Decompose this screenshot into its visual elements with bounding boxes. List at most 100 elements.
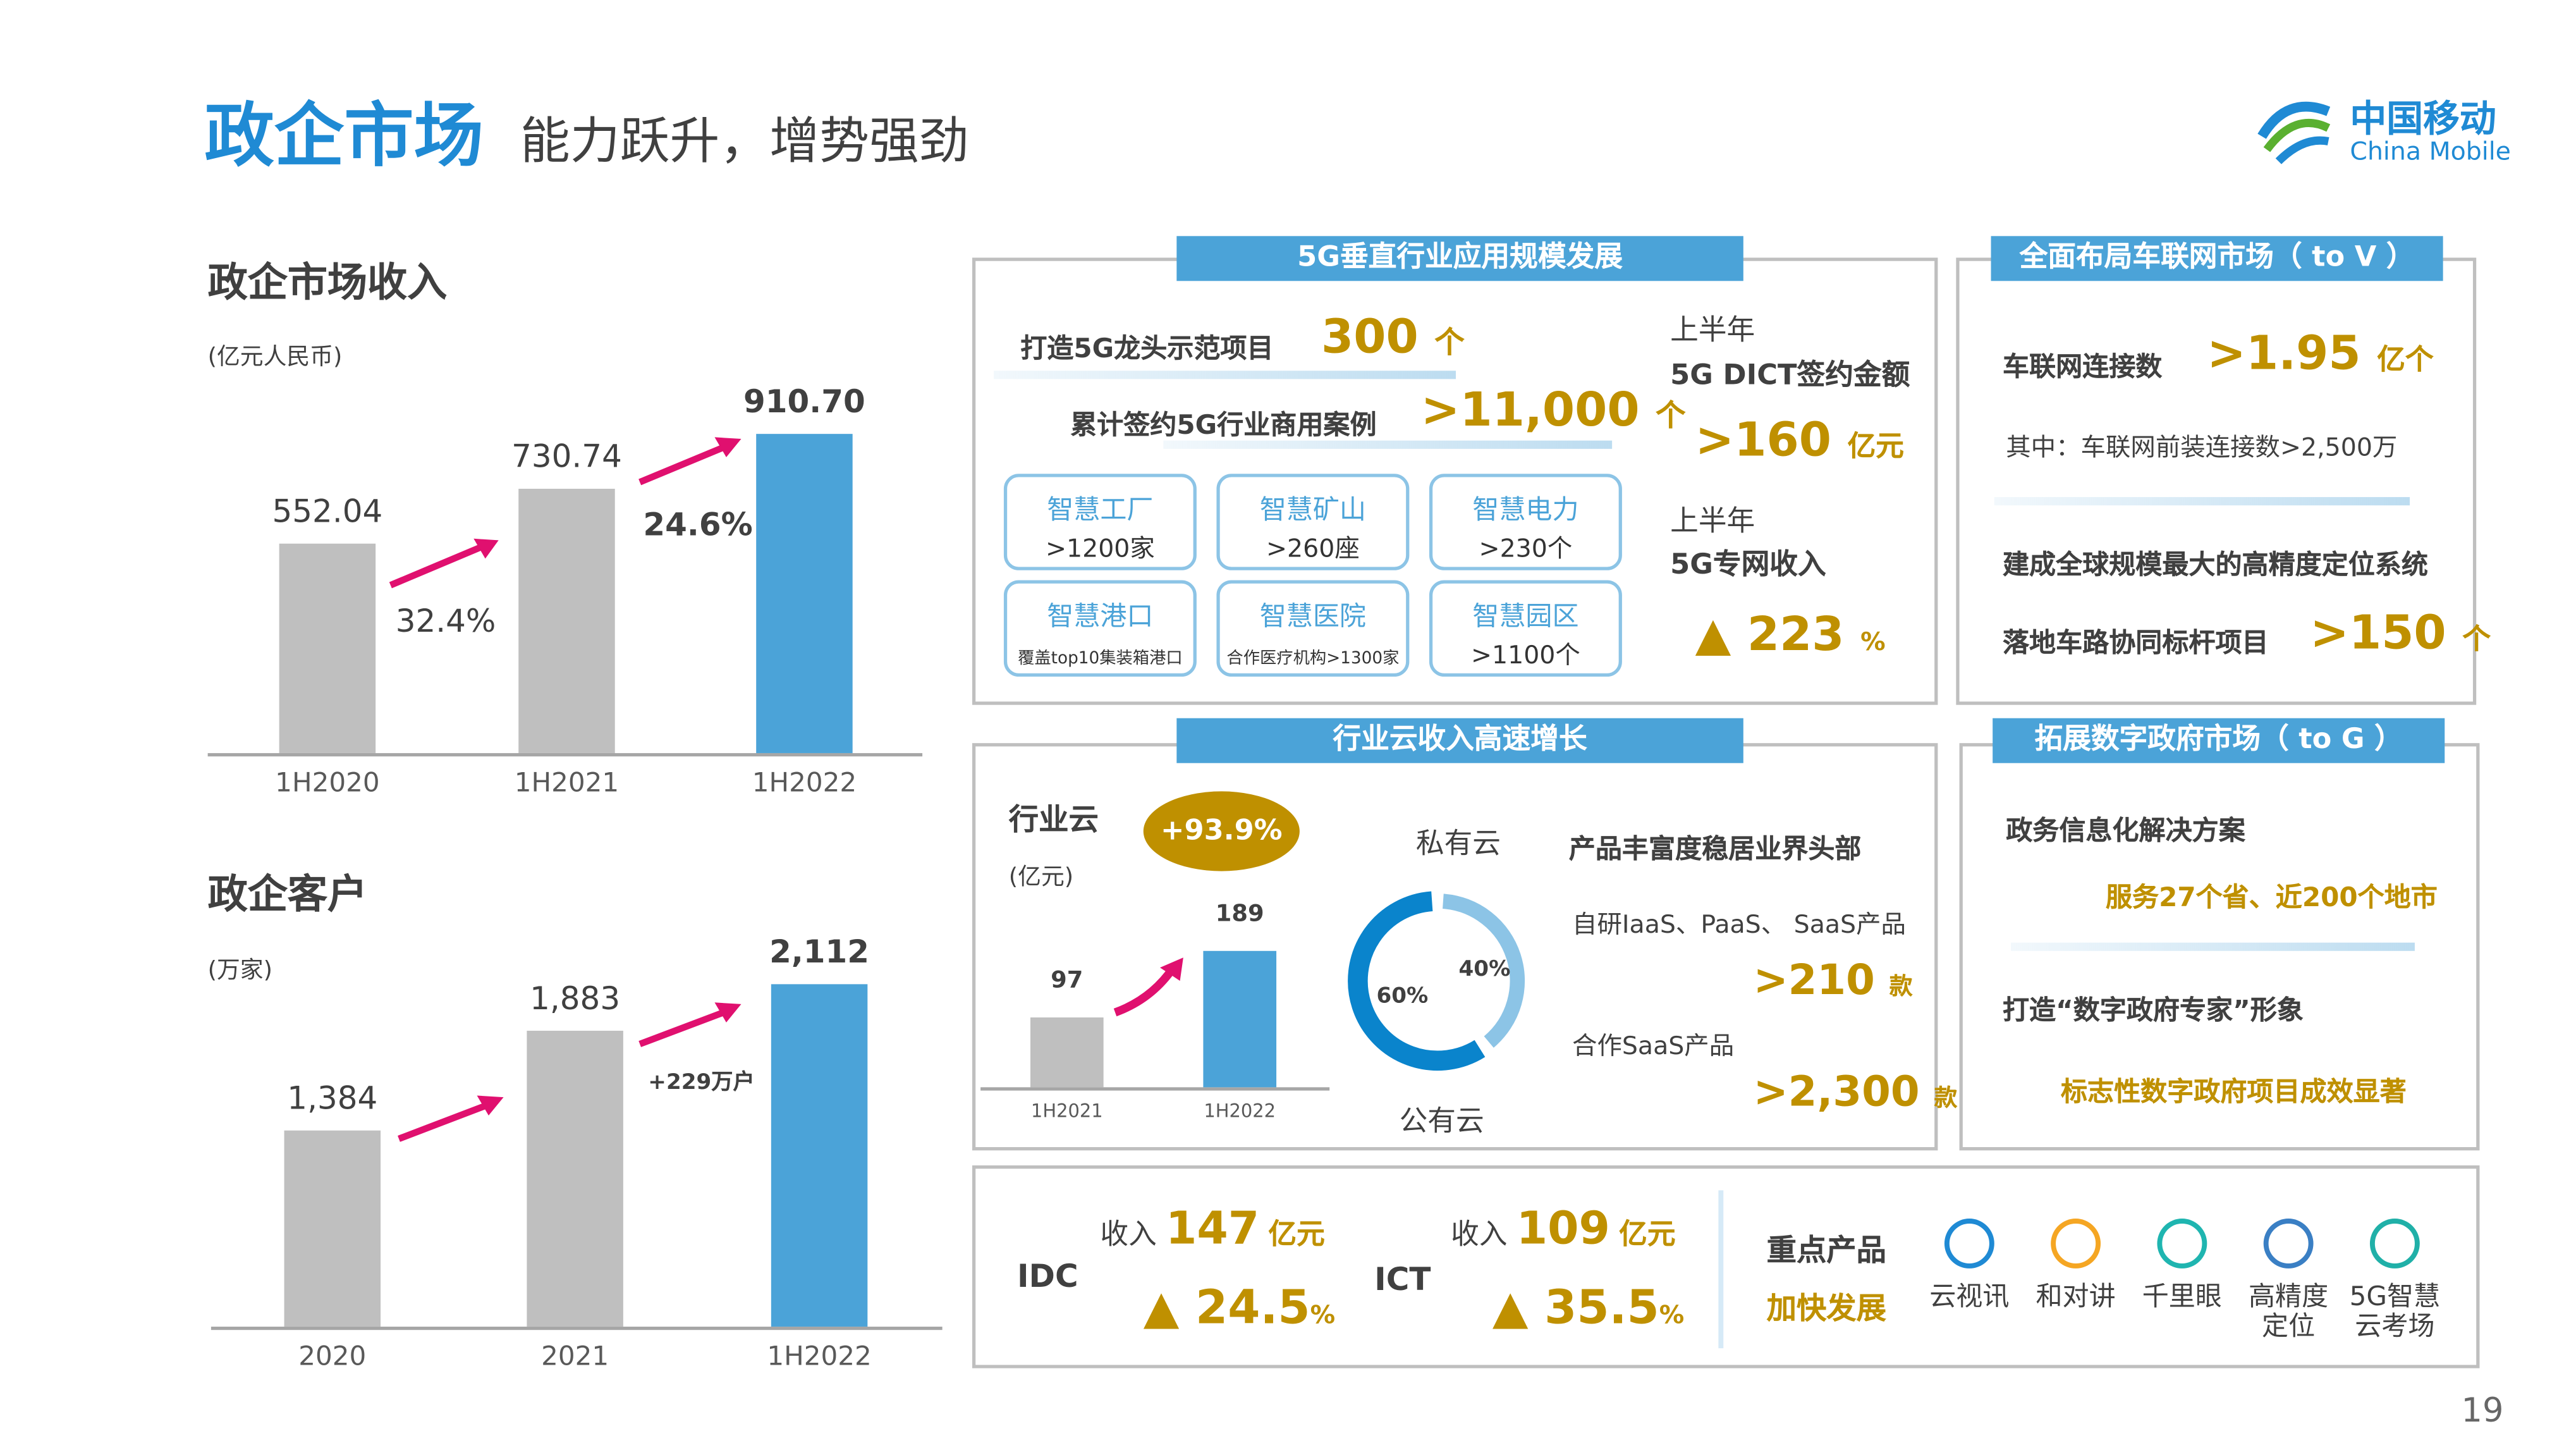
bar-value-label: 1,883 [530, 980, 621, 1017]
ict-revenue: 收入 109 亿元 [1451, 1203, 1675, 1255]
unit: 个 [1434, 326, 1465, 361]
bar-value-label: 2,112 [769, 934, 870, 971]
dict-label: 5G DICT签约金额 [1670, 359, 1910, 393]
cloud-chart-title: 行业云 [1008, 802, 1099, 839]
up-triangle-icon: ▲ [1695, 606, 1731, 662]
revenue-chart: 552.04 1H2020 730.74 1H2021 910.70 1H2022 [207, 366, 923, 814]
bar-value-label: 1,384 [287, 1080, 378, 1117]
growth-badge: +93.9% [1143, 791, 1300, 871]
customer-chart-title: 政企客户 [207, 871, 368, 918]
v2x-projects-value: >150 个 [2310, 605, 2491, 660]
tile-name: 智慧工厂 [1047, 493, 1154, 525]
positioning-icon [2263, 1219, 2314, 1269]
bar [1203, 950, 1277, 1088]
divider [1163, 440, 1613, 449]
x-tick-label: 1H2021 [1030, 1100, 1103, 1122]
tile-name: 智慧园区 [1472, 600, 1579, 632]
iov-panel-header: 全面布局车联网市场（ to V ） [1991, 236, 2443, 281]
bar [284, 1130, 381, 1327]
idc-ict-panel [972, 1165, 2480, 1368]
eye-camera-icon [2157, 1219, 2207, 1269]
dict-period: 上半年 [1670, 314, 1755, 348]
scenario-tile: 智慧园区 >1100个 [1429, 580, 1622, 677]
growth-label: 24.6% [643, 507, 753, 544]
x-tick-label: 2021 [541, 1339, 609, 1372]
idc-growth: ▲ 24.5% [1144, 1280, 1335, 1335]
growth-label: 32.4% [395, 603, 496, 641]
tile-value: >1200家 [1045, 533, 1155, 564]
product-name: 和对讲 [2036, 1280, 2116, 1312]
unit: 个 [2462, 623, 2491, 657]
bar [1030, 1017, 1104, 1088]
idc-label: IDC [1016, 1258, 1078, 1295]
net-period: 上半年 [1670, 505, 1755, 539]
value: 147 [1165, 1203, 1260, 1255]
ict-label: ICT [1374, 1262, 1431, 1299]
demo-projects-label: 打造5G龙头示范项目 [1020, 332, 1274, 364]
scenario-tile: 智慧矿山 >260座 [1216, 474, 1410, 570]
revenue-chart-title: 政企市场收入 [207, 259, 448, 306]
unit: % [1860, 627, 1886, 657]
china-mobile-logo-icon [2257, 101, 2331, 164]
growth-arrow [389, 538, 499, 589]
product-item[interactable]: 高精度定位 [2242, 1219, 2335, 1342]
bar-value-label: 910.70 [743, 384, 865, 421]
idc-revenue: 收入 147 亿元 [1100, 1203, 1324, 1255]
bar-value-label: 730.74 [511, 439, 622, 476]
product-item[interactable]: 云视讯 [1923, 1219, 2016, 1312]
x-tick-label: 1H2022 [752, 766, 857, 798]
growth-arrow [638, 437, 742, 486]
product-item[interactable]: 和对讲 [2029, 1219, 2122, 1312]
product-name: 千里眼 [2142, 1280, 2222, 1312]
tile-value: >1100个 [1470, 640, 1580, 670]
up-triangle-icon: ▲ [1143, 1280, 1180, 1336]
product-item[interactable]: 千里眼 [2135, 1219, 2228, 1312]
public-cloud-label: 公有云 [1399, 1105, 1484, 1139]
net-growth: ▲ 223 % [1695, 607, 1886, 662]
logo-cn: 中国移动 [2350, 99, 2496, 142]
v2x-projects-label: 落地车路协同标杆项目 [2002, 627, 2269, 659]
scenario-tile: 智慧电力 >230个 [1429, 474, 1622, 570]
value: >1.95 [2207, 326, 2361, 381]
tile-value: 覆盖top10集装箱港口 [1018, 649, 1183, 668]
donut-value-label: 40% [1459, 956, 1511, 981]
private-cloud-label: 私有云 [1415, 828, 1501, 861]
value: >2,300 [1753, 1067, 1920, 1116]
bar-value-label: 97 [1051, 967, 1084, 994]
cloud-donut-chart: 40% 60% [1348, 891, 1525, 1071]
video-conference-icon [1944, 1219, 1994, 1269]
bar [527, 1029, 623, 1327]
customer-chart: 1,384 2020 1,883 2021 2,112 1H2022 [211, 931, 943, 1388]
growth-arrow [398, 1095, 504, 1142]
accelerate-label: 加快发展 [1766, 1291, 1886, 1327]
x-tick-label: 1H2020 [275, 766, 380, 798]
5g-panel-header: 5G垂直行业应用规模发展 [1176, 236, 1743, 281]
net-label: 5G专网收入 [1670, 548, 1826, 582]
value: >210 [1753, 955, 1875, 1004]
product-name: 高精度定位 [2248, 1280, 2329, 1342]
walkie-talkie-icon [2051, 1219, 2101, 1269]
divider [994, 371, 1456, 379]
unit: 亿元 [1619, 1219, 1676, 1252]
label: 收入 [1100, 1219, 1157, 1252]
dict-value: >160 亿元 [1695, 412, 1904, 467]
gov-line1: 政务信息化解决方案 [2006, 814, 2245, 847]
product-name: 云视讯 [1929, 1280, 2010, 1312]
page-subtitle: 能力跃升，增势强劲 [520, 113, 969, 171]
cloud-chart: 97 1H2021 189 1H2022 [980, 898, 1330, 1147]
commercial-cases-value: >11,000 个 [1421, 383, 1686, 438]
page-number: 19 [2461, 1389, 2504, 1430]
product-item[interactable]: 5G智慧云考场 [2348, 1219, 2441, 1342]
self-products-label: 自研IaaS、PaaS、 SaaS产品 [1572, 909, 1906, 940]
growth-label: +229万户 [648, 1071, 755, 1096]
key-products-label: 重点产品 [1766, 1233, 1886, 1269]
label: 收入 [1451, 1219, 1508, 1252]
donut-value-label: 60% [1377, 983, 1429, 1008]
x-axis [207, 753, 923, 757]
divider [1718, 1190, 1724, 1349]
cloud-panel-header: 行业云收入高速增长 [1176, 718, 1743, 763]
bar [279, 543, 376, 753]
commercial-cases-label: 累计签约5G行业商用案例 [1070, 409, 1377, 441]
customer-chart-unit: (万家) [207, 957, 272, 985]
